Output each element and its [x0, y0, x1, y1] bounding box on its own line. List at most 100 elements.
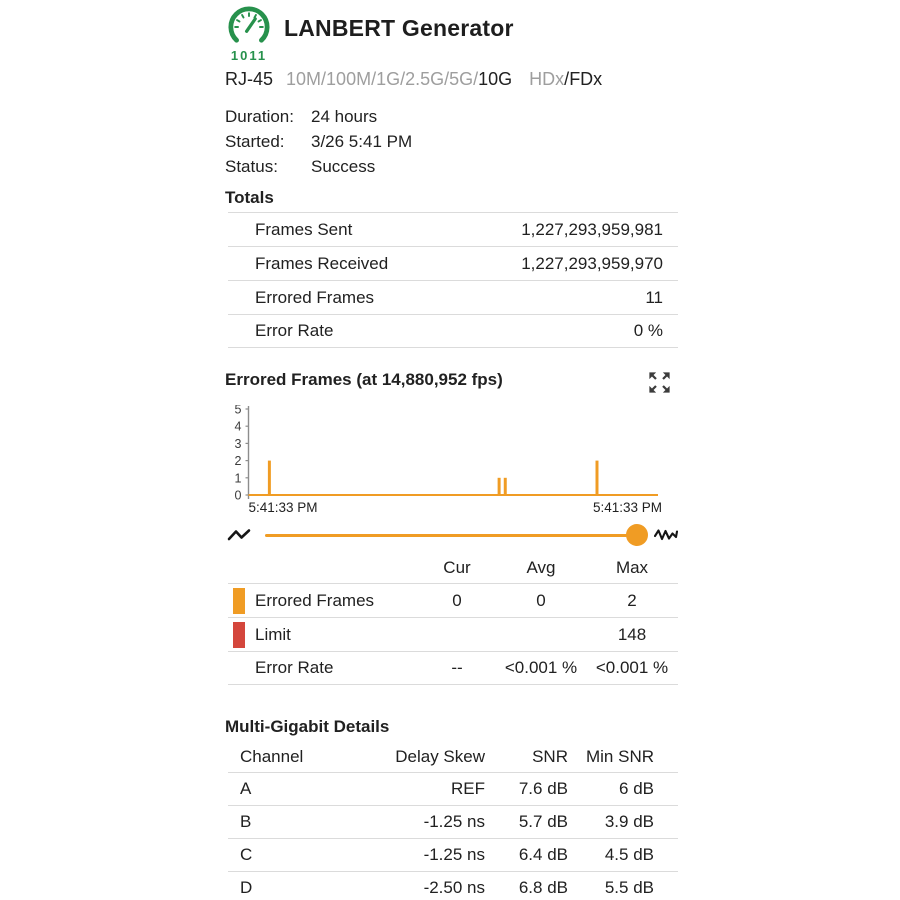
page-title: LANBERT Generator [284, 15, 514, 41]
duration-label: Duration: [225, 107, 294, 126]
duplex-inactive: HDx [529, 69, 565, 89]
app-logo: 1011 [225, 6, 273, 63]
cur-value: 0 [452, 590, 462, 610]
svg-text:5:41:33 PM: 5:41:33 PM [593, 500, 662, 515]
status-row: Status: Success [225, 154, 680, 179]
channel-value: C [240, 845, 253, 864]
col-header-avg: Avg [526, 558, 556, 577]
delay-skew-value: REF [451, 779, 485, 798]
svg-text:5:41:33 PM: 5:41:33 PM [249, 500, 318, 515]
table-row: Error Rate 0 % [228, 314, 678, 348]
run-info: Duration: 24 hours Started: 3/26 5:41 PM… [225, 104, 680, 179]
col-header-channel: Channel [240, 747, 304, 766]
svg-text:2: 2 [235, 454, 242, 468]
table-row: B -1.25 ns 5.7 dB 3.9 dB [228, 805, 678, 838]
row-value: 0 % [633, 321, 663, 340]
row-label: Errored Frames [255, 590, 375, 610]
totals-title: Totals [225, 188, 274, 207]
zoom-out-time-button[interactable] [227, 526, 253, 547]
cur-value: -- [451, 658, 463, 677]
snr-value: 7.6 dB [518, 779, 568, 798]
totals-table: Frames Sent 1,227,293,959,981 Frames Rec… [228, 212, 678, 348]
slider-thumb[interactable] [626, 524, 648, 546]
delay-skew-value: -1.25 ns [423, 812, 485, 831]
min-snr-value: 6 dB [619, 779, 654, 798]
wave-fine-icon [653, 529, 679, 541]
min-snr-value: 4.5 dB [604, 845, 654, 864]
col-header-delay-skew: Delay Skew [395, 747, 485, 766]
snr-value: 6.8 dB [518, 877, 568, 897]
table-row: Errored Frames 11 [228, 280, 678, 314]
col-header-max: Max [615, 558, 649, 577]
avg-value: <0.001 % [504, 658, 578, 677]
started-label: Started: [225, 132, 285, 151]
interface-type: RJ-45 [225, 69, 274, 89]
row-value: 1,227,293,959,981 [521, 219, 663, 239]
connection-summary: RJ-45 10M/100M/1G/2.5G/5G/10G HDx/FDx [225, 69, 680, 90]
channel-value: B [240, 812, 252, 831]
expand-fullscreen-icon [648, 372, 670, 393]
zoom-in-time-button[interactable] [653, 526, 679, 547]
wave-coarse-icon [227, 529, 251, 541]
row-label: Error Rate [255, 321, 334, 340]
duplex-separator: / [564, 69, 570, 89]
table-row: C -1.25 ns 6.4 dB 4.5 dB [228, 838, 678, 871]
app-header: 1011 LANBERT Generator [225, 6, 680, 63]
svg-text:5: 5 [235, 405, 242, 417]
delay-skew-value: -1.25 ns [423, 845, 485, 864]
duration-row: Duration: 24 hours [225, 104, 680, 129]
speed-active: 10G [478, 69, 513, 89]
table-row: Errored Frames 0 0 2 [228, 583, 678, 617]
row-label: Error Rate [255, 658, 334, 677]
status-label: Status: [225, 157, 278, 176]
svg-text:1: 1 [235, 471, 242, 485]
max-value: 2 [627, 590, 637, 610]
series-label: Errored Frames [228, 587, 418, 614]
row-value: 11 [645, 287, 663, 307]
expand-chart-button[interactable] [644, 369, 674, 399]
svg-text:0: 0 [235, 489, 242, 503]
row-label: Frames Sent [255, 219, 353, 239]
channel-value: A [240, 779, 252, 798]
table-row: Frames Received 1,227,293,959,970 [228, 246, 678, 280]
table-row: Frames Sent 1,227,293,959,981 [228, 212, 678, 246]
table-row: Limit 148 [228, 617, 678, 651]
avg-value: 0 [536, 590, 546, 610]
slider-track[interactable] [265, 534, 637, 537]
table-row: Error Rate -- <0.001 % <0.001 % [228, 651, 678, 685]
min-snr-value: 5.5 dB [604, 877, 654, 897]
delay-skew-value: -2.50 ns [423, 877, 485, 897]
stats-header-row: Cur Avg Max [228, 553, 678, 583]
row-value: 1,227,293,959,970 [521, 253, 663, 273]
series-label: Limit [228, 621, 418, 648]
chart-stats-table: Cur Avg Max Errored Frames 0 0 2 Limit [228, 553, 678, 685]
snr-value: 5.7 dB [518, 812, 568, 831]
limit-swatch [233, 621, 245, 648]
col-header-snr: SNR [532, 747, 568, 766]
gauge-icon [228, 6, 270, 43]
row-label: Frames Received [255, 253, 389, 273]
row-label: Errored Frames [255, 287, 375, 307]
multi-gigabit-title: Multi-Gigabit Details [225, 717, 390, 736]
svg-text:4: 4 [235, 420, 242, 434]
gauge-digits: 1011 [230, 48, 268, 63]
mg-header-row: Channel Delay Skew SNR Min SNR [228, 742, 678, 772]
table-row: D -2.50 ns 6.8 dB 5.5 dB [228, 871, 678, 900]
row-label: Limit [255, 624, 291, 644]
status-value: Success [311, 157, 376, 176]
table-row: A REF 7.6 dB 6 dB [228, 772, 678, 805]
col-header-min-snr: Min SNR [585, 747, 654, 766]
chart-header: Errored Frames (at 14,880,952 fps) [225, 369, 680, 399]
svg-text:3: 3 [235, 437, 242, 451]
duplex-active: FDx [569, 69, 603, 89]
errored-frames-swatch [233, 587, 245, 614]
min-snr-value: 3.9 dB [604, 812, 654, 831]
time-range-slider [225, 523, 680, 549]
channel-value: D [240, 877, 253, 897]
started-row: Started: 3/26 5:41 PM [225, 129, 680, 154]
max-value: <0.001 % [595, 658, 669, 677]
chart-title: Errored Frames (at 14,880,952 fps) [225, 370, 503, 389]
col-header-cur: Cur [443, 558, 471, 577]
started-value: 3/26 5:41 PM [311, 132, 413, 151]
